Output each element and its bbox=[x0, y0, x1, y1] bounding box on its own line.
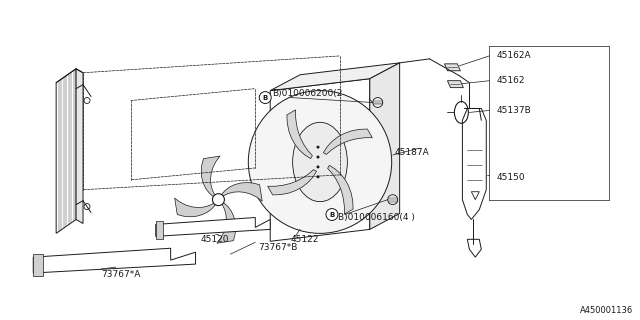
Text: 73767*B: 73767*B bbox=[259, 243, 298, 252]
Text: 45162A: 45162A bbox=[496, 52, 531, 60]
Text: 45120: 45120 bbox=[200, 235, 229, 244]
Circle shape bbox=[317, 165, 319, 168]
Polygon shape bbox=[328, 165, 353, 214]
Text: B)010006200(2: B)010006200(2 bbox=[272, 89, 342, 98]
Polygon shape bbox=[370, 63, 399, 229]
Text: B: B bbox=[262, 94, 268, 100]
Text: B: B bbox=[330, 212, 335, 218]
Circle shape bbox=[317, 156, 319, 158]
Text: 45187A: 45187A bbox=[395, 148, 429, 156]
Polygon shape bbox=[287, 110, 312, 159]
Circle shape bbox=[248, 91, 392, 233]
Circle shape bbox=[212, 194, 225, 206]
Polygon shape bbox=[175, 198, 216, 217]
Polygon shape bbox=[444, 64, 460, 71]
Text: 45162: 45162 bbox=[496, 76, 525, 85]
Text: A450001136: A450001136 bbox=[580, 306, 634, 315]
Text: 45150: 45150 bbox=[496, 173, 525, 182]
Polygon shape bbox=[221, 182, 262, 201]
Polygon shape bbox=[33, 254, 44, 276]
Polygon shape bbox=[56, 69, 76, 233]
Polygon shape bbox=[76, 69, 83, 223]
Polygon shape bbox=[447, 81, 463, 88]
Circle shape bbox=[317, 146, 319, 148]
Circle shape bbox=[372, 98, 383, 108]
Polygon shape bbox=[467, 239, 481, 257]
Circle shape bbox=[312, 154, 328, 170]
Polygon shape bbox=[33, 248, 196, 273]
Circle shape bbox=[326, 209, 338, 220]
Polygon shape bbox=[270, 79, 370, 241]
Ellipse shape bbox=[292, 122, 348, 202]
Polygon shape bbox=[156, 218, 270, 236]
Polygon shape bbox=[217, 203, 236, 243]
Polygon shape bbox=[270, 63, 399, 91]
Polygon shape bbox=[462, 108, 486, 220]
Text: 45122: 45122 bbox=[290, 235, 319, 244]
Polygon shape bbox=[268, 170, 317, 195]
Circle shape bbox=[388, 195, 397, 204]
Circle shape bbox=[317, 175, 319, 178]
Text: 73767*A: 73767*A bbox=[101, 269, 140, 278]
Circle shape bbox=[259, 92, 271, 103]
Text: B)010006160(4 ): B)010006160(4 ) bbox=[338, 213, 415, 222]
Text: 45137B: 45137B bbox=[496, 106, 531, 115]
Polygon shape bbox=[323, 129, 372, 154]
Polygon shape bbox=[201, 156, 220, 197]
Polygon shape bbox=[156, 221, 163, 239]
